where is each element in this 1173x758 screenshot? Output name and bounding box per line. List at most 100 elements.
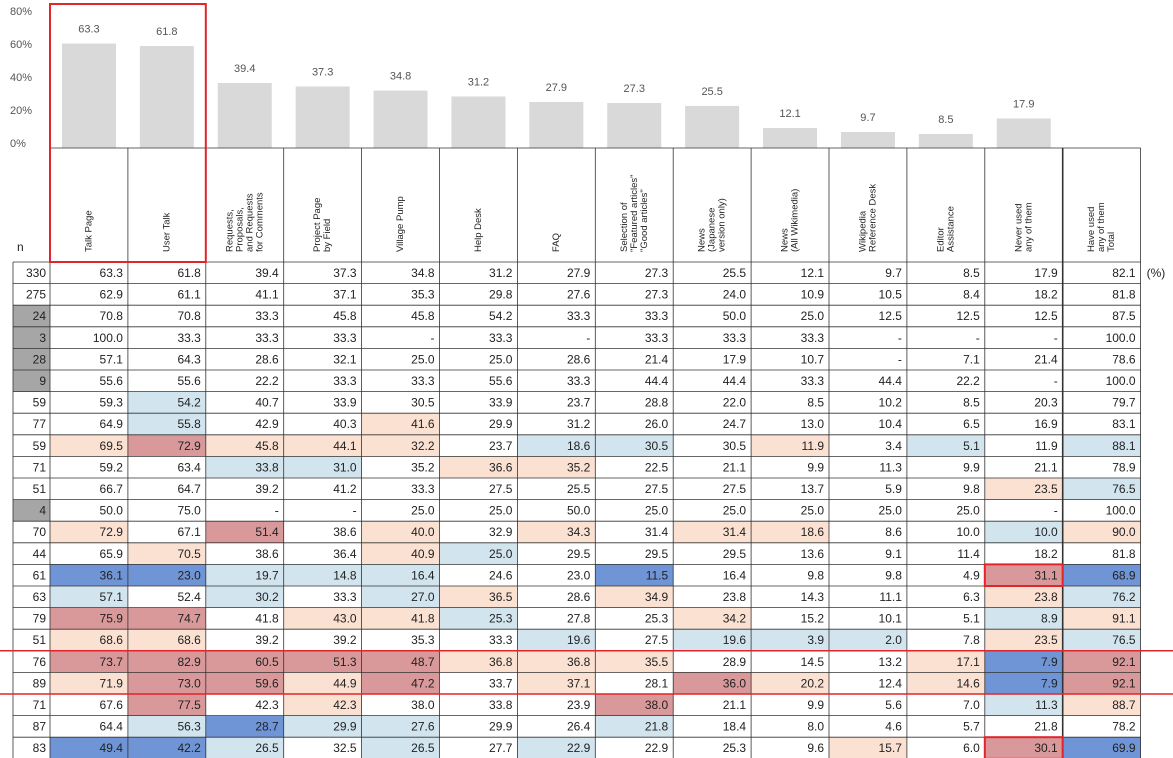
cell: 39.4	[255, 266, 279, 280]
cell: 5.1	[963, 612, 980, 626]
cell: 40.7	[255, 396, 279, 410]
cell: 31.4	[645, 525, 669, 539]
cell: 27.5	[489, 482, 513, 496]
cell: 11.1	[879, 590, 902, 604]
row-n: 87	[33, 720, 47, 734]
cell: 24.6	[489, 568, 513, 582]
cell: 47.2	[411, 676, 435, 690]
cell: 70.8	[100, 309, 124, 323]
column-header: version only)	[717, 198, 728, 252]
cell-shade	[984, 564, 1063, 586]
cell: 33.8	[489, 698, 513, 712]
cell-shade	[361, 650, 440, 673]
cell: 28.6	[567, 352, 591, 366]
cell: 31.1	[1034, 568, 1058, 582]
cell: 26.0	[645, 417, 669, 431]
cell: 30.5	[645, 439, 669, 453]
column-header: Have used	[1086, 207, 1097, 252]
cell: 7.1	[963, 352, 980, 366]
column-header: and Requests	[244, 193, 255, 252]
cell: 25.0	[645, 504, 669, 518]
cell: 29.5	[645, 547, 669, 561]
cell: 29.5	[723, 547, 747, 561]
cell: 22.9	[567, 741, 591, 755]
row-n: 59	[33, 439, 47, 453]
cell: 9.8	[807, 568, 824, 582]
cell: 70.8	[177, 309, 201, 323]
cell: 39.2	[255, 482, 279, 496]
cell: 30.2	[255, 590, 279, 604]
cell: 52.4	[177, 590, 201, 604]
row-n: 79	[33, 612, 47, 626]
cell: 21.4	[1034, 352, 1058, 366]
cell-shade	[829, 737, 907, 758]
row-n: 275	[26, 288, 46, 302]
n-cell-shade	[13, 305, 50, 327]
cell-shade	[127, 542, 206, 565]
cell-shade	[205, 564, 284, 586]
cell: 42.2	[177, 741, 201, 755]
cell: 59.2	[100, 460, 124, 474]
cell-shade	[984, 586, 1063, 608]
cell: 68.6	[177, 633, 201, 647]
cell: 78.2	[1112, 720, 1136, 734]
cell: 15.7	[879, 741, 903, 755]
cell: 9.1	[885, 547, 902, 561]
bar	[139, 46, 194, 148]
row-n: 9	[39, 374, 46, 388]
cell-shade	[595, 715, 674, 738]
bar-value-label: 34.8	[390, 70, 411, 82]
cell: 19.6	[567, 633, 591, 647]
cell-shade	[517, 434, 596, 457]
cell: 30.5	[723, 439, 747, 453]
cell: 87.5	[1112, 309, 1136, 323]
column-header: Selection of	[619, 202, 630, 252]
cell: 33.3	[801, 331, 825, 345]
cell: 37.3	[333, 266, 357, 280]
cell: 73.7	[100, 655, 124, 669]
cell: 59.3	[100, 396, 124, 410]
cell-shade	[439, 650, 518, 673]
cell: 9.8	[885, 568, 902, 582]
cell: 41.1	[255, 288, 279, 302]
cell-shade	[283, 715, 362, 738]
cell-shade	[205, 456, 284, 478]
row-n: 63	[33, 590, 47, 604]
highlight-box	[49, 3, 207, 263]
cell-shade	[50, 564, 128, 586]
cell: -	[353, 504, 357, 518]
cell: 7.9	[1041, 655, 1058, 669]
column-header: any of them	[1096, 202, 1107, 252]
cell: 18.6	[567, 439, 591, 453]
cell: 74.7	[177, 612, 201, 626]
cell-shade	[361, 586, 440, 608]
cell: 38.0	[645, 698, 669, 712]
cell: 27.3	[645, 266, 669, 280]
column-header: Reference Desk	[867, 184, 878, 252]
cell: 40.0	[411, 525, 435, 539]
column-header: Talk Page	[83, 210, 94, 252]
cell: 81.8	[1112, 288, 1136, 302]
bar	[61, 43, 116, 148]
cell: 42.3	[333, 698, 357, 712]
cell-shade	[673, 629, 752, 651]
cell: 25.0	[489, 352, 513, 366]
cell: 5.7	[963, 720, 980, 734]
bar-value-label: 8.5	[938, 114, 953, 126]
cell: 35.2	[411, 460, 435, 474]
cell: 33.3	[489, 331, 513, 345]
cell-shade	[984, 650, 1063, 673]
cell: 10.1	[879, 612, 903, 626]
cell-shade	[127, 434, 206, 457]
cell: 27.5	[645, 482, 669, 496]
cell: 43.0	[333, 612, 357, 626]
row-n: 3	[39, 331, 46, 345]
cell: 77.5	[177, 698, 201, 712]
cell: 33.9	[333, 396, 357, 410]
cell: 76.2	[1112, 590, 1136, 604]
cell: 66.7	[100, 482, 124, 496]
column-header: Project Page	[312, 198, 323, 252]
cell-shade	[595, 564, 674, 586]
cell-shade	[751, 434, 829, 457]
cell: 78.6	[1112, 352, 1136, 366]
